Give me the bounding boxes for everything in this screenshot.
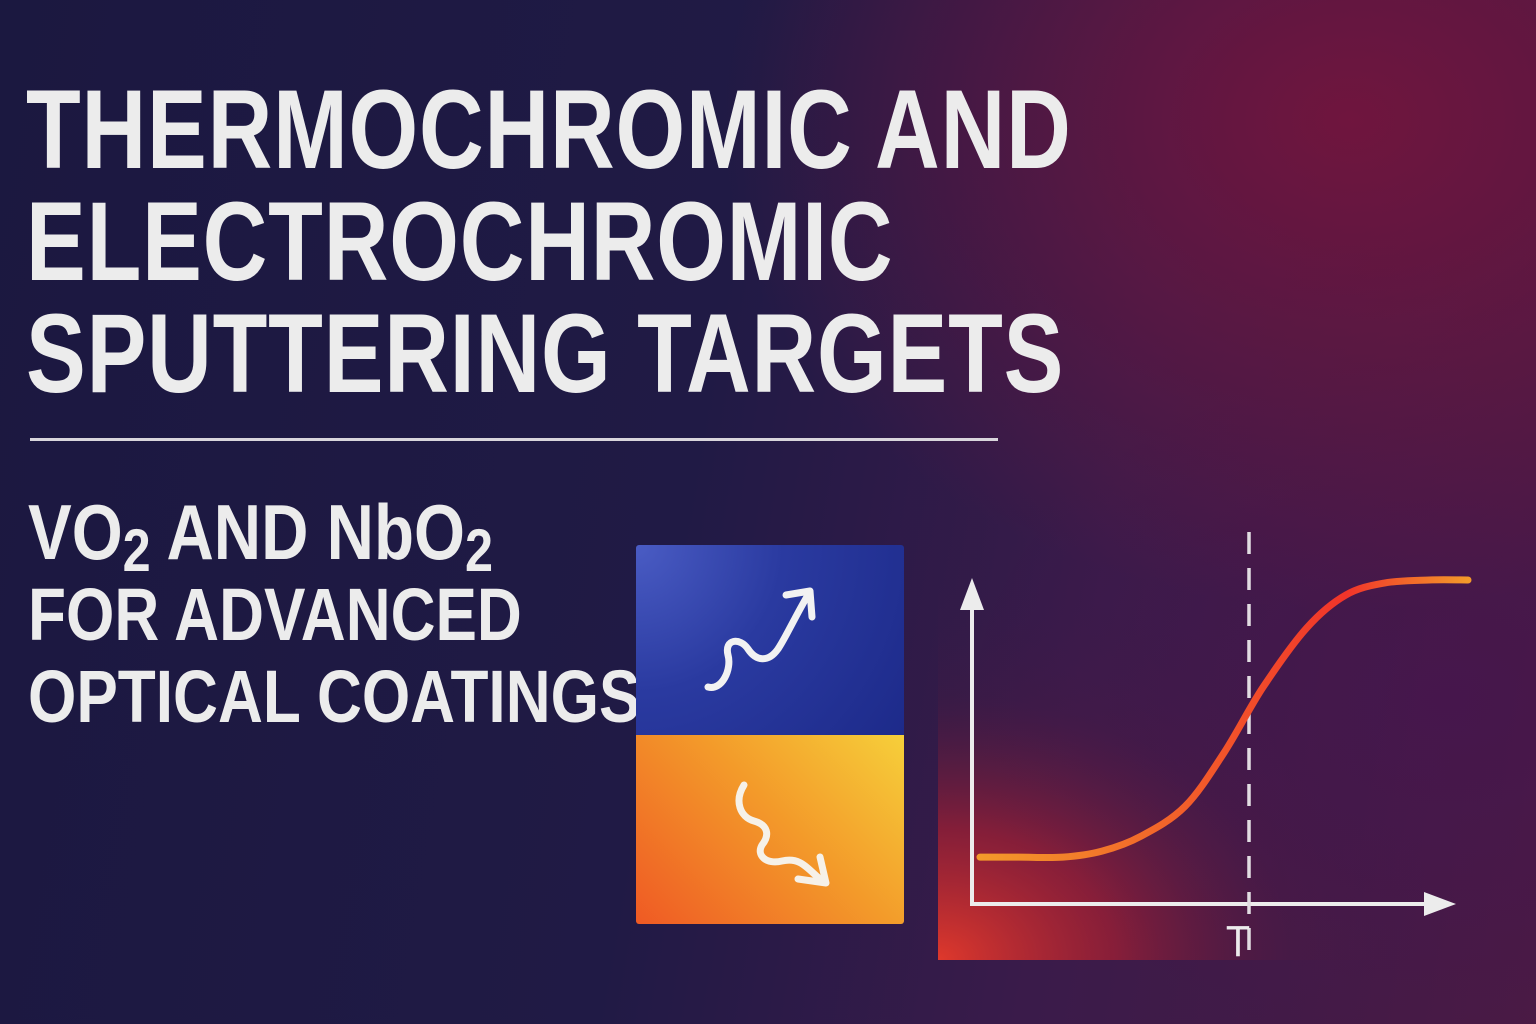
vo-formula: VO [28, 488, 123, 576]
hot-state-panel [636, 735, 904, 924]
wavy-arrow-up-right-icon [704, 587, 816, 691]
vo-subscript: 2 [122, 517, 151, 584]
subtitle-and: AND [150, 488, 327, 576]
title-divider [30, 438, 998, 441]
page-title: THERMOCHROMIC AND ELECTROCHROMIC SPUTTER… [26, 74, 1072, 410]
cold-state-panel [636, 545, 904, 735]
title-line-2: ELECTROCHROMIC [26, 179, 894, 304]
title-line-1: THERMOCHROMIC AND [26, 67, 1072, 192]
transition-temperature-label: T [1225, 917, 1251, 966]
nbo-subscript: 2 [464, 517, 493, 584]
subtitle-line-1: VO2 AND NbO2 [28, 488, 640, 581]
transition-chart: T [938, 514, 1536, 964]
wavy-arrow-down-right-icon [735, 781, 830, 887]
transition-curve [976, 576, 1472, 862]
subtitle-line-3: OPTICAL COATINGS [28, 655, 641, 738]
nbo-formula: NbO [326, 488, 465, 576]
chart-svg [938, 514, 1536, 960]
y-axis-arrowhead [960, 578, 984, 610]
title-line-3: SPUTTERING TARGETS [26, 291, 1065, 416]
x-axis-arrowhead [1424, 892, 1456, 916]
subtitle: VO2 AND NbO2 FOR ADVANCED OPTICAL COATIN… [28, 490, 640, 738]
subtitle-line-2: FOR ADVANCED [28, 573, 522, 656]
